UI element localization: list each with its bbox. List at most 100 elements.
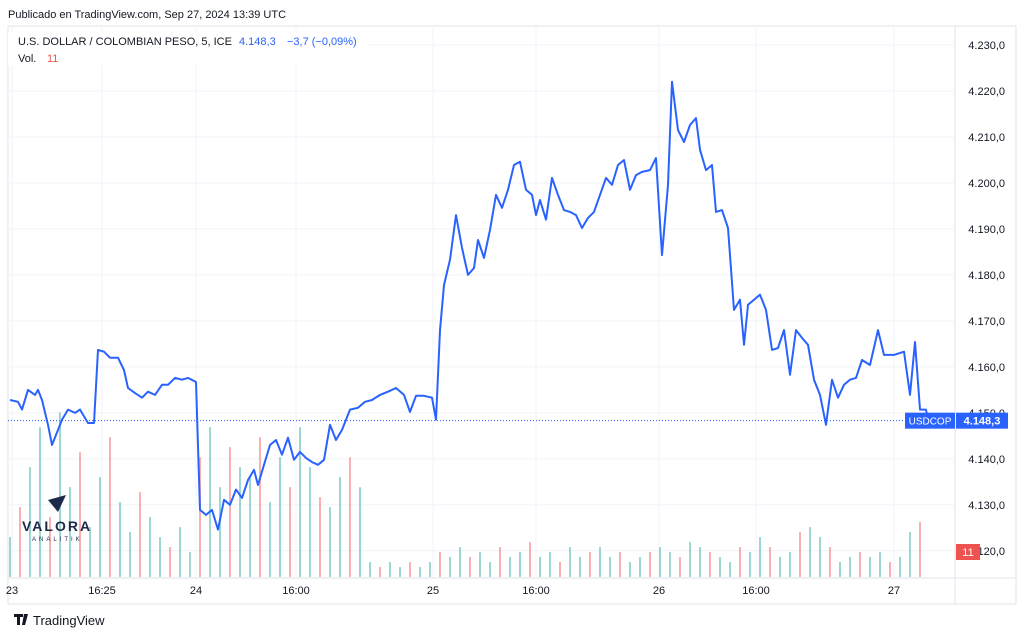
- volume-bar: [229, 447, 231, 577]
- volume-bar: [279, 457, 281, 577]
- volume-bar: [39, 427, 41, 577]
- volume-bar: [249, 477, 251, 577]
- volume-bar: [139, 492, 141, 577]
- volume-bar: [409, 562, 411, 577]
- volume-bar: [79, 452, 81, 577]
- watermark: VALORA ANALITIK: [22, 495, 92, 543]
- y-tick-label: 4.190,0: [968, 224, 1005, 236]
- volume-bar: [759, 537, 761, 577]
- volume-bar: [649, 552, 651, 577]
- volume-bar: [609, 557, 611, 577]
- volume-bar: [749, 552, 751, 577]
- volume-bar: [889, 562, 891, 577]
- volume-bar: [99, 477, 101, 577]
- volume-bar: [669, 552, 671, 577]
- x-tick-label: 16:00: [742, 585, 770, 597]
- volume-bar: [299, 427, 301, 577]
- volume-bar: [879, 552, 881, 577]
- volume-bar: [479, 552, 481, 577]
- x-tick-label: 16:00: [282, 585, 310, 597]
- volume-bar: [589, 552, 591, 577]
- volume-bar: [49, 517, 51, 577]
- volume-bar: [309, 467, 311, 577]
- volume-bar: [919, 522, 921, 577]
- footer-brand: TradingView: [33, 613, 105, 628]
- tv-logo: [14, 614, 28, 625]
- volume-bar: [219, 487, 221, 577]
- volume-bar: [519, 552, 521, 577]
- volume-bar: [189, 552, 191, 577]
- volume-bar: [429, 562, 431, 577]
- volume-bar: [119, 502, 121, 577]
- price-tag: [956, 412, 1008, 429]
- price-line: [9, 80, 929, 531]
- symbol-tag-label: USDCOP: [909, 417, 952, 428]
- x-tick-label: 26: [653, 585, 665, 597]
- legend-bg: [8, 32, 368, 66]
- volume-bar: [159, 537, 161, 577]
- volume-bar: [319, 497, 321, 577]
- y-tick-label: 4.230,0: [968, 40, 1005, 52]
- volume-bar: [209, 427, 211, 577]
- volume-bar: [179, 527, 181, 577]
- x-tick-label: 23: [6, 585, 18, 597]
- volume-bar: [9, 537, 11, 577]
- volume-bar: [29, 467, 31, 577]
- x-tick-label: 16:25: [88, 585, 116, 597]
- volume-bar: [709, 552, 711, 577]
- volume-bar: [659, 547, 661, 577]
- published: Publicado en TradingView.com, Sep 27, 20…: [8, 9, 286, 21]
- volume-bar: [469, 557, 471, 577]
- volume-bar: [579, 557, 581, 577]
- volume-bar: [859, 552, 861, 577]
- volume-tag-label: 11: [962, 547, 973, 559]
- volume-bar: [169, 547, 171, 577]
- volume-bar: [389, 562, 391, 577]
- price-tag-label: 4.148,3: [964, 416, 1001, 428]
- change: −3,7 (−0,09%): [287, 36, 357, 48]
- volume-bar: [329, 507, 331, 577]
- volume-bar: [899, 557, 901, 577]
- chart-title: U.S. DOLLAR / COLOMBIAN PESO, 5, ICE: [18, 36, 232, 48]
- volume-bar: [459, 547, 461, 577]
- volume-bar: [419, 567, 421, 577]
- frame: [7, 25, 1017, 605]
- volume-bar: [909, 532, 911, 577]
- volume-bar: [549, 552, 551, 577]
- volume-bar: [799, 532, 801, 577]
- x-tick-label: 25: [427, 585, 439, 597]
- volume-bar: [509, 557, 511, 577]
- y-tick-label: 4.170,0: [968, 316, 1005, 328]
- volume-bar: [449, 557, 451, 577]
- x-tick-label: 16:00: [522, 585, 550, 597]
- volume-bar: [829, 547, 831, 577]
- volume-tag: [956, 544, 980, 560]
- watermark-sub: ANALITIK: [32, 537, 83, 543]
- volume-bar: [339, 477, 341, 577]
- volume-bar: [69, 487, 71, 577]
- y-tick-label: 4.180,0: [968, 270, 1005, 282]
- x-tick-label: 27: [888, 585, 900, 597]
- last-price: 4.148,3: [239, 36, 276, 48]
- volume-bar: [109, 437, 111, 577]
- volume-bar: [59, 412, 61, 577]
- volume-bar: [379, 567, 381, 577]
- volume-bar: [349, 457, 351, 577]
- volume-bar: [739, 547, 741, 577]
- volume-bar: [569, 547, 571, 577]
- volume-bar: [489, 562, 491, 577]
- volume-bar: [699, 547, 701, 577]
- volume-last: 11: [47, 53, 58, 65]
- volume-bar: [689, 542, 691, 577]
- volume-bar: [439, 552, 441, 577]
- volume-bar: [789, 552, 791, 577]
- volume-bar: [619, 552, 621, 577]
- watermark-name: VALORA: [22, 518, 92, 534]
- y-tick-label: 4.220,0: [968, 86, 1005, 98]
- volume-bar: [639, 557, 641, 577]
- y-tick-label: 4.210,0: [968, 132, 1005, 144]
- volume-bar: [369, 562, 371, 577]
- volume-bar: [149, 517, 151, 577]
